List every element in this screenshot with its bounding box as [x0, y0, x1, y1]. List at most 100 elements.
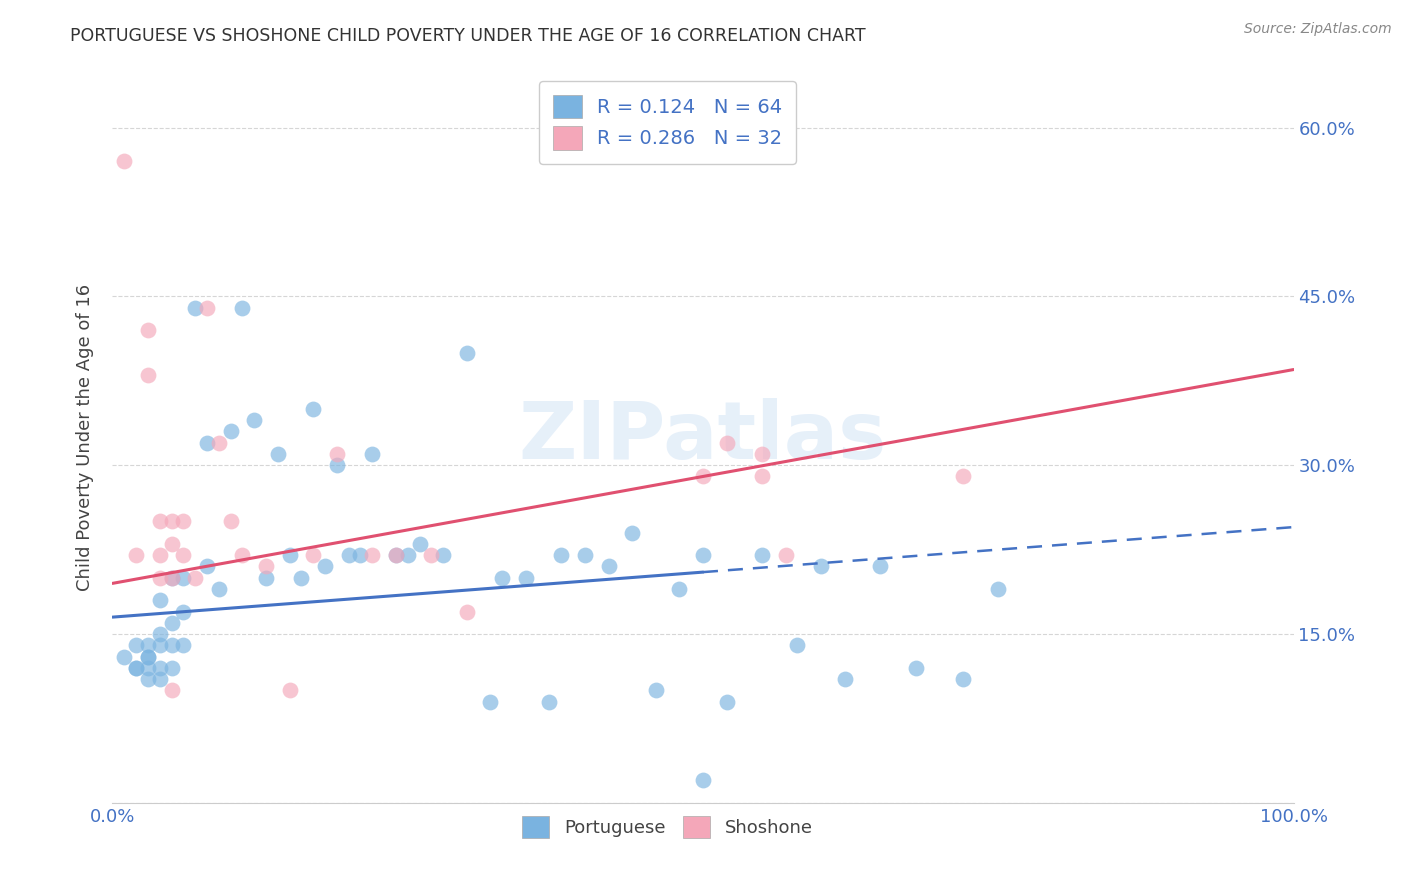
- Point: [243, 413, 266, 427]
- Point: [692, 469, 714, 483]
- Point: [716, 435, 738, 450]
- Legend: Portuguese, Shoshone: Portuguese, Shoshone: [515, 808, 820, 845]
- Point: [361, 548, 384, 562]
- Point: [172, 515, 194, 529]
- Point: [160, 537, 183, 551]
- Point: [952, 672, 974, 686]
- Point: [810, 559, 832, 574]
- Point: [112, 154, 135, 169]
- Point: [302, 548, 325, 562]
- Point: [479, 694, 502, 708]
- Point: [172, 638, 194, 652]
- Point: [184, 301, 207, 315]
- Point: [231, 301, 253, 315]
- Point: [385, 548, 408, 562]
- Point: [314, 559, 336, 574]
- Point: [160, 683, 183, 698]
- Point: [267, 447, 290, 461]
- Point: [160, 571, 183, 585]
- Point: [136, 368, 159, 383]
- Point: [692, 773, 714, 788]
- Point: [361, 447, 384, 461]
- Point: [598, 559, 620, 574]
- Point: [149, 548, 172, 562]
- Point: [219, 515, 242, 529]
- Point: [869, 559, 891, 574]
- Point: [574, 548, 596, 562]
- Point: [160, 661, 183, 675]
- Point: [172, 571, 194, 585]
- Point: [326, 458, 349, 473]
- Point: [136, 649, 159, 664]
- Point: [136, 638, 159, 652]
- Point: [775, 548, 797, 562]
- Point: [432, 548, 454, 562]
- Point: [149, 515, 172, 529]
- Point: [149, 627, 172, 641]
- Point: [136, 661, 159, 675]
- Point: [136, 672, 159, 686]
- Point: [515, 571, 537, 585]
- Point: [208, 435, 231, 450]
- Point: [538, 694, 561, 708]
- Point: [254, 559, 277, 574]
- Point: [160, 515, 183, 529]
- Point: [456, 345, 478, 359]
- Point: [231, 548, 253, 562]
- Point: [550, 548, 572, 562]
- Point: [834, 672, 856, 686]
- Point: [208, 582, 231, 596]
- Point: [149, 661, 172, 675]
- Point: [278, 683, 301, 698]
- Point: [149, 593, 172, 607]
- Point: [456, 605, 478, 619]
- Point: [668, 582, 690, 596]
- Point: [125, 661, 148, 675]
- Point: [160, 615, 183, 630]
- Text: ZIPatlas: ZIPatlas: [519, 398, 887, 476]
- Point: [491, 571, 513, 585]
- Point: [184, 571, 207, 585]
- Point: [136, 649, 159, 664]
- Point: [751, 548, 773, 562]
- Point: [219, 425, 242, 439]
- Point: [396, 548, 419, 562]
- Text: Source: ZipAtlas.com: Source: ZipAtlas.com: [1244, 22, 1392, 37]
- Point: [278, 548, 301, 562]
- Point: [160, 638, 183, 652]
- Point: [149, 571, 172, 585]
- Point: [136, 323, 159, 337]
- Point: [290, 571, 312, 585]
- Point: [195, 301, 218, 315]
- Y-axis label: Child Poverty Under the Age of 16: Child Poverty Under the Age of 16: [76, 284, 94, 591]
- Point: [420, 548, 443, 562]
- Point: [195, 559, 218, 574]
- Text: PORTUGUESE VS SHOSHONE CHILD POVERTY UNDER THE AGE OF 16 CORRELATION CHART: PORTUGUESE VS SHOSHONE CHILD POVERTY UND…: [70, 27, 866, 45]
- Point: [644, 683, 666, 698]
- Point: [302, 401, 325, 416]
- Point: [149, 638, 172, 652]
- Point: [751, 469, 773, 483]
- Point: [621, 525, 644, 540]
- Point: [125, 548, 148, 562]
- Point: [149, 672, 172, 686]
- Point: [987, 582, 1010, 596]
- Point: [254, 571, 277, 585]
- Point: [172, 548, 194, 562]
- Point: [408, 537, 430, 551]
- Point: [904, 661, 927, 675]
- Point: [337, 548, 360, 562]
- Point: [160, 571, 183, 585]
- Point: [125, 638, 148, 652]
- Point: [125, 661, 148, 675]
- Point: [349, 548, 371, 562]
- Point: [326, 447, 349, 461]
- Point: [751, 447, 773, 461]
- Point: [172, 605, 194, 619]
- Point: [112, 649, 135, 664]
- Point: [385, 548, 408, 562]
- Point: [786, 638, 808, 652]
- Point: [692, 548, 714, 562]
- Point: [952, 469, 974, 483]
- Point: [716, 694, 738, 708]
